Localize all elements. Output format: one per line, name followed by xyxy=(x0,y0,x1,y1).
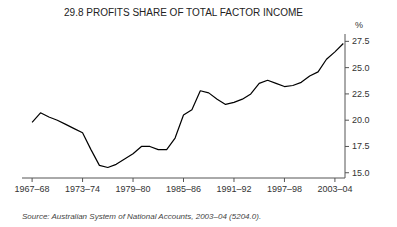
x-tick xyxy=(334,178,335,182)
data-line xyxy=(32,43,343,167)
x-tick-label: 1985–86 xyxy=(166,184,201,194)
x-tick-label: 1997–98 xyxy=(267,184,302,194)
source-note: Source: Australian System of National Ac… xyxy=(22,212,261,221)
x-tick-label: 1973–74 xyxy=(65,184,100,194)
axes: 1967–68 1973–74 1979–80 1985–86 1991–92 1997–… xyxy=(15,34,370,194)
x-tick xyxy=(284,178,285,182)
x-tick-label: 1991–92 xyxy=(216,184,251,194)
x-tick xyxy=(233,178,234,182)
title: 29.8 PROFITS SHARE OF TOTAL FACTOR INCOM… xyxy=(64,7,303,18)
y-tick-label: 20.0 xyxy=(352,115,370,125)
y-tick xyxy=(345,41,349,42)
x-tick-label: 1967–68 xyxy=(15,184,50,194)
y-tick-label: 25.0 xyxy=(352,63,370,73)
chart: 29.8 PROFITS SHARE OF TOTAL FACTOR INCOM… xyxy=(0,0,397,227)
x-tick xyxy=(183,178,184,182)
plot-area xyxy=(32,43,343,167)
x-tick-label: 2003–04 xyxy=(317,184,352,194)
y-tick xyxy=(345,146,349,147)
y-tick-label: 22.5 xyxy=(352,89,370,99)
x-tick-label: 1979–80 xyxy=(116,184,151,194)
y-tick-label: 17.5 xyxy=(352,141,370,151)
y-tick-label: 15.0 xyxy=(352,168,370,178)
y-tick xyxy=(345,93,349,94)
y-tick xyxy=(345,67,349,68)
x-tick xyxy=(133,178,134,182)
x-tick xyxy=(32,178,33,182)
x-tick xyxy=(82,178,83,182)
y-axis-line xyxy=(345,34,346,178)
y-tick-label: 27.5 xyxy=(352,36,370,46)
y-tick xyxy=(345,172,349,173)
y-tick xyxy=(345,120,349,121)
y-label: % xyxy=(355,20,363,30)
